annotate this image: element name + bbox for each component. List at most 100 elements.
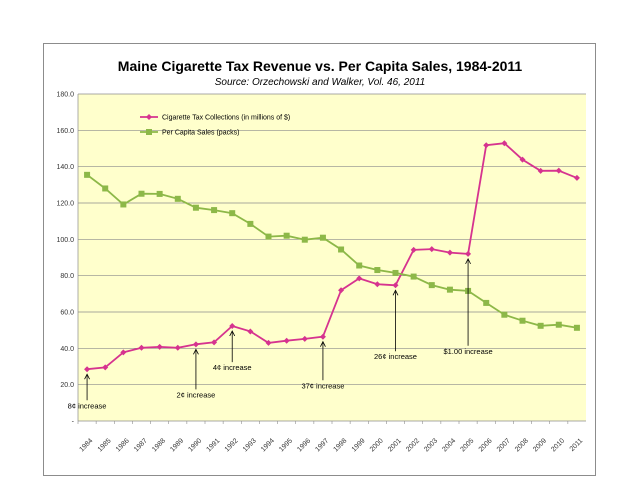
x-tick-label: 2007 [496,437,512,453]
data-point [446,286,453,293]
annotation-label: 8¢ increase [68,401,107,410]
x-tick-label: 2010 [550,437,566,453]
data-point [84,171,91,178]
y-tick-label: 20.0 [60,382,74,389]
annotation-arrowhead [392,289,399,296]
data-point [265,339,272,346]
y-tick-label: - [72,419,75,426]
y-tick-label: 140.0 [56,164,74,171]
x-tick-label: 1990 [187,437,203,453]
x-tick-label: 1999 [351,437,367,453]
x-tick-label: 1991 [206,437,222,453]
x-tick-label: 2008 [514,437,530,453]
x-tick-label: 1995 [278,437,294,453]
annotation-arrowhead [465,257,471,265]
data-point [283,337,290,344]
data-point [319,333,326,340]
annotation-arrowhead [84,373,90,380]
y-axis-ticks: - 20.0 40.0 60.0 80.0 100.0 120.0 140.0 160.0 180… [56,92,74,426]
x-tick-label: 2000 [369,437,385,453]
data-point [247,220,254,227]
data-point [301,236,308,243]
data-point [428,246,435,253]
data-point [410,273,417,280]
data-point [247,328,254,335]
data-point [483,299,490,306]
x-tick-label: 2001 [387,437,403,453]
annotation-arrowhead [320,340,326,347]
annotation-arrowhead [193,348,199,355]
x-axis-ticks: 1984 1985 1986 1987 1988 1989 1990 1991 1992 1993… [77,421,585,453]
annotation-layer: 8¢ increase 2¢ increase 4¢ increase 37¢ inc… [68,257,493,410]
series-layer [84,140,580,373]
data-point [465,250,472,257]
data-point [229,322,236,329]
x-tick-label: 1985 [97,437,113,453]
data-point [501,311,508,318]
x-tick-label: 2011 [569,437,585,453]
x-tick-label: 2006 [478,437,494,453]
data-point [519,156,526,163]
annotation-label: 4¢ increase [213,363,252,372]
data-point [338,287,345,294]
data-point [392,269,399,276]
y-tick-label: 100.0 [56,237,74,244]
y-tick-label: 80.0 [60,273,74,280]
gridlines [77,93,586,422]
data-point [446,249,453,256]
legend-swatch-marker [146,129,152,135]
data-point [192,341,199,348]
x-tick-label: 1988 [151,437,167,453]
data-point [319,234,326,241]
data-point [483,142,490,149]
data-point [356,262,363,269]
x-tick-label: 1997 [314,437,330,453]
data-point [120,201,127,208]
x-tick-label: 1998 [333,437,349,453]
legend: Cigarette Tax Collections (in millions o… [140,114,290,137]
data-point [428,282,435,289]
data-point [537,167,544,174]
x-tick-label: 2002 [405,437,421,453]
x-tick-label: 1992 [224,437,240,453]
x-tick-label: 2004 [441,437,457,453]
data-point [265,233,272,240]
data-point [102,185,109,192]
x-tick-label: 1984 [79,437,95,453]
data-point [537,322,544,329]
data-point [156,190,163,197]
data-point [138,190,145,197]
x-tick-label: 2009 [532,437,548,453]
chart-canvas: Maine Cigarette Tax Revenue vs. Per Capi… [56,58,586,453]
legend-entry: Cigarette Tax Collections (in millions o… [162,115,290,122]
data-point [120,349,127,356]
x-tick-label: 1993 [242,437,258,453]
annotation-label: 2¢ increase [177,390,216,399]
data-point [338,246,345,253]
annotation-label: 37¢ increase [301,381,344,390]
data-point [555,321,562,328]
y-tick-label: 180.0 [56,92,74,99]
data-point [410,246,417,253]
annotation-arrowhead [229,330,236,337]
data-point [138,344,145,351]
legend-swatch-marker [146,114,152,120]
data-point [301,335,308,342]
y-tick-label: 160.0 [56,128,74,135]
x-tick-label: 1996 [296,437,312,453]
y-tick-label: 40.0 [60,346,74,353]
chart-subtitle: Source: Orzechowski and Walker, Vol. 46,… [215,77,425,88]
series-line-1 [86,174,578,329]
data-point [374,267,381,274]
data-point [211,207,218,214]
y-tick-label: 60.0 [60,310,74,317]
data-point [174,195,181,202]
x-tick-label: 1987 [133,437,149,453]
data-point [519,317,526,324]
data-point [192,204,199,211]
chart-frame: Maine Cigarette Tax Revenue vs. Per Capi… [43,43,596,476]
data-point [392,282,399,289]
data-point [573,324,580,331]
x-tick-label: 2003 [423,437,439,453]
x-tick-label: 1989 [169,437,185,453]
